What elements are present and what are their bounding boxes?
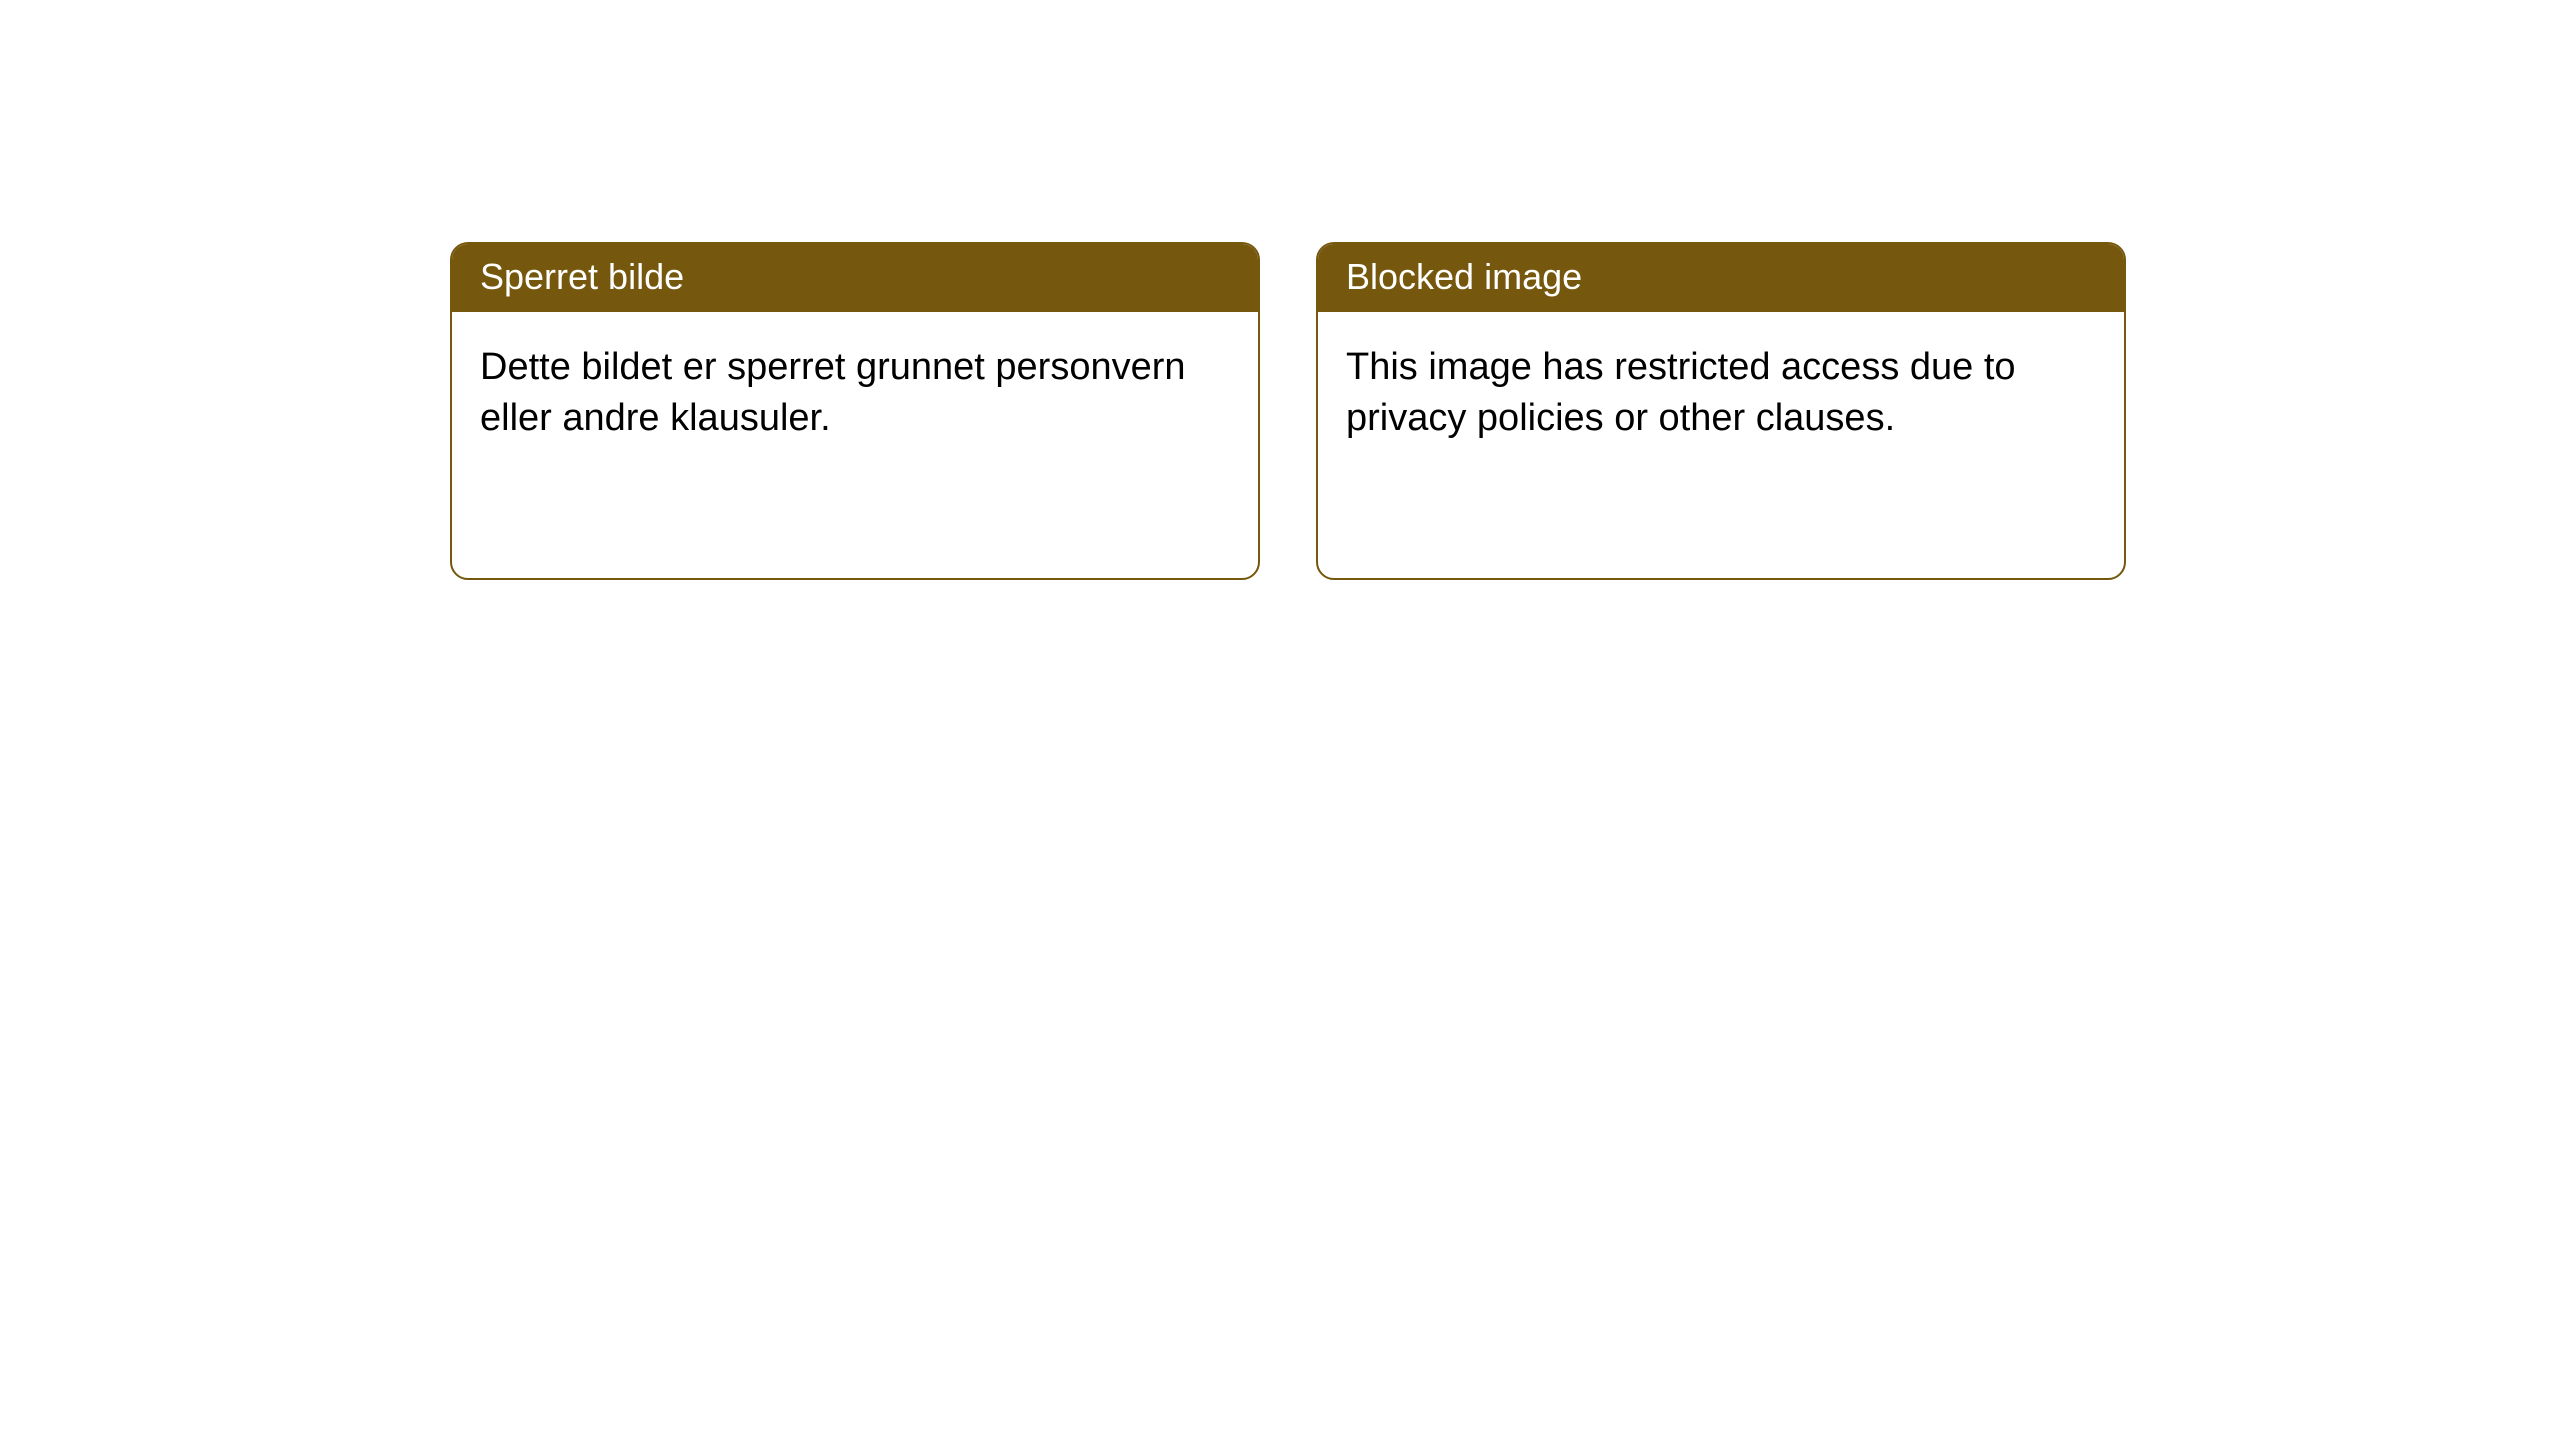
notice-card-norwegian: Sperret bilde Dette bildet er sperret gr… [450, 242, 1260, 580]
notice-card-english: Blocked image This image has restricted … [1316, 242, 2126, 580]
card-title-english: Blocked image [1318, 244, 2124, 312]
card-body-norwegian: Dette bildet er sperret grunnet personve… [452, 312, 1258, 475]
card-title-norwegian: Sperret bilde [452, 244, 1258, 312]
card-body-english: This image has restricted access due to … [1318, 312, 2124, 475]
notice-cards-container: Sperret bilde Dette bildet er sperret gr… [450, 242, 2560, 580]
